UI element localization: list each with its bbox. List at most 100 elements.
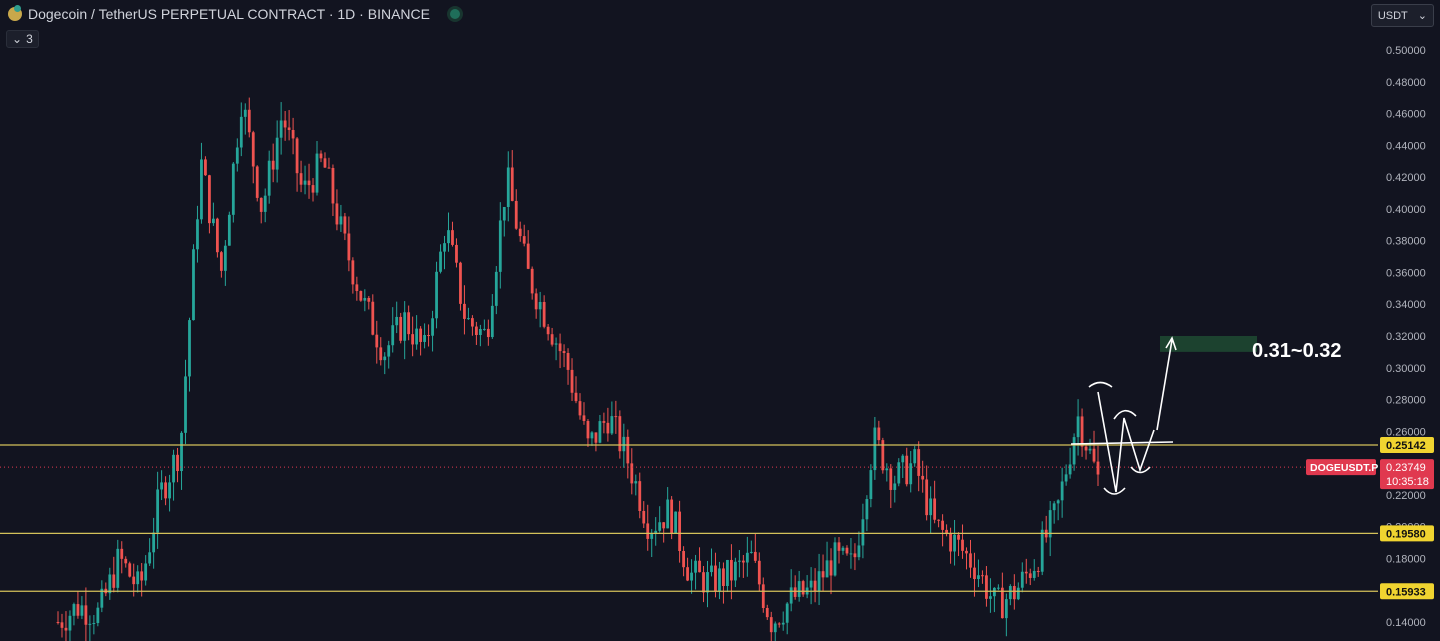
- candle: [451, 221, 454, 247]
- candle-body: [933, 498, 937, 520]
- candle-body: [80, 605, 84, 616]
- candle-body: [674, 511, 678, 534]
- candle: [977, 559, 980, 588]
- candle-body: [423, 335, 426, 342]
- candle: [825, 541, 829, 578]
- candle-body: [204, 159, 207, 176]
- candle-body: [447, 230, 450, 244]
- candle: [502, 206, 506, 237]
- candle: [614, 400, 618, 434]
- candle: [737, 549, 741, 578]
- candle-body: [1068, 464, 1072, 475]
- currency-selector[interactable]: USDT ⌄: [1370, 4, 1434, 27]
- candle: [1076, 399, 1080, 456]
- candle: [227, 211, 231, 246]
- candle: [92, 615, 96, 635]
- candle: [494, 266, 498, 315]
- candle-body: [821, 571, 825, 578]
- chevron-down-icon: ⌄: [1417, 10, 1427, 22]
- candle: [574, 376, 578, 404]
- candle: [630, 448, 634, 495]
- y-tick-label: 0.14000: [1386, 617, 1426, 629]
- candle: [80, 596, 84, 620]
- candle-body: [614, 416, 618, 418]
- candle-body: [538, 301, 542, 310]
- candle-body: [841, 547, 845, 551]
- candle: [793, 575, 797, 600]
- candle-body: [379, 347, 383, 361]
- candle: [514, 189, 518, 230]
- candle-body: [419, 328, 423, 342]
- candle-body: [905, 455, 909, 485]
- candle: [235, 138, 239, 172]
- candle-body: [594, 432, 598, 443]
- candle-body: [1084, 446, 1088, 451]
- candle: [869, 464, 873, 508]
- candle-body: [60, 622, 64, 628]
- candle: [399, 312, 403, 344]
- candle: [311, 178, 315, 202]
- candle: [710, 548, 713, 577]
- candle: [120, 541, 124, 574]
- candle-body: [247, 109, 251, 133]
- candle-body: [259, 197, 263, 212]
- zigzag-path: [1097, 391, 1155, 493]
- candle-body: [745, 552, 749, 563]
- candle-body: [1032, 570, 1036, 578]
- candle: [937, 519, 941, 528]
- candle-body: [989, 596, 992, 599]
- candle-body: [777, 623, 781, 625]
- candle-body: [889, 468, 893, 490]
- candle: [219, 250, 223, 278]
- candle-body: [467, 318, 470, 320]
- candle-body: [319, 153, 323, 159]
- candle: [443, 235, 446, 270]
- candle: [722, 562, 725, 604]
- candle: [849, 538, 853, 569]
- candle: [407, 305, 411, 341]
- candle-body: [144, 563, 148, 581]
- candle: [670, 496, 674, 540]
- candle: [945, 524, 948, 537]
- candle-body: [88, 623, 92, 625]
- candle-body: [474, 326, 478, 336]
- candle-body: [598, 421, 602, 443]
- candle: [853, 543, 857, 571]
- candle: [706, 560, 709, 608]
- candle-body: [829, 560, 833, 576]
- candle: [578, 393, 582, 420]
- candle-body: [1000, 587, 1004, 619]
- candle-body: [714, 565, 717, 592]
- candle: [1024, 558, 1028, 584]
- indicators-toggle[interactable]: ⌄ 3: [6, 30, 39, 48]
- market-status-icon[interactable]: [449, 9, 460, 19]
- candle: [777, 622, 781, 628]
- candle-body: [618, 416, 622, 452]
- candle: [208, 174, 211, 234]
- candle-body: [212, 218, 215, 224]
- candle-body: [1060, 481, 1064, 501]
- candle: [889, 464, 893, 508]
- candle-body: [307, 180, 311, 186]
- trough-arc: [1103, 487, 1126, 495]
- candle: [730, 544, 733, 600]
- candle-body: [857, 545, 861, 558]
- candle: [136, 565, 140, 593]
- y-tick-label: 0.30000: [1386, 363, 1426, 375]
- last-price-tag: [1380, 459, 1434, 490]
- candle: [969, 539, 972, 578]
- candle-body: [925, 479, 929, 516]
- candle: [1064, 464, 1068, 486]
- candle-body: [443, 243, 446, 252]
- y-tick-label: 0.50000: [1386, 45, 1426, 57]
- level-price-tag: [1380, 525, 1434, 542]
- candle-body: [279, 120, 283, 138]
- candle: [435, 261, 438, 329]
- candle: [1060, 467, 1064, 518]
- candle: [921, 460, 925, 493]
- candle: [773, 621, 777, 641]
- candle-body: [263, 195, 267, 212]
- candle-body: [403, 312, 407, 341]
- candle-body: [522, 236, 526, 244]
